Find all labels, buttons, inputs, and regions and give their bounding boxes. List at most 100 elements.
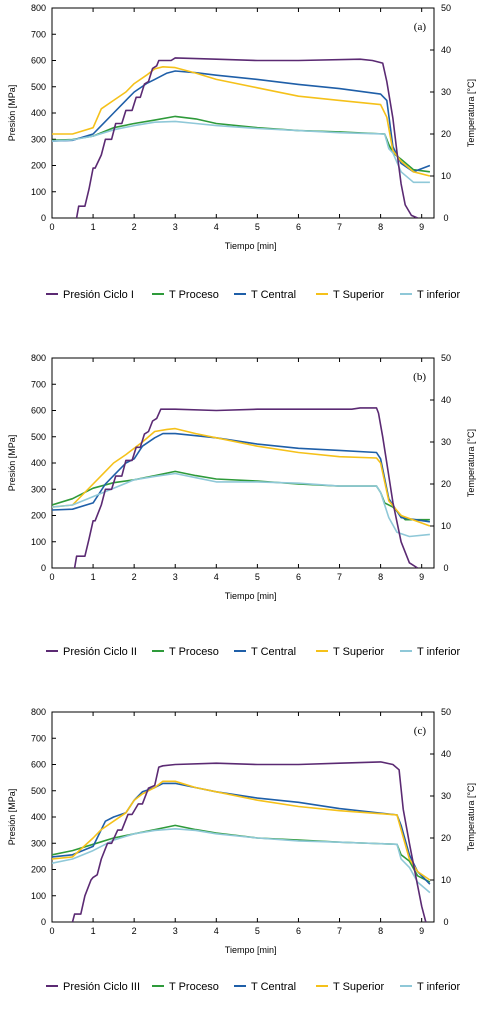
series-line-t_proceso	[52, 824, 431, 883]
x-tick-label: 9	[419, 222, 424, 232]
y2-axis-label: Temperatura [°C]	[466, 79, 476, 147]
y2-tick-label: 30	[441, 437, 451, 447]
legend: Presión Ciclo II T Proceso T Central T Supe…	[46, 646, 461, 658]
x-tick-label: 8	[378, 572, 383, 582]
y2-tick-label: 20	[441, 833, 451, 843]
legend-label-presion: Presión Ciclo I	[63, 289, 134, 301]
y2-tick-label: 40	[441, 395, 451, 405]
y2-tick-label: 30	[441, 791, 451, 801]
legend-label-t_superior: T Superior	[333, 646, 384, 658]
legend: Presión Ciclo I T Proceso T Central T Super…	[46, 289, 461, 301]
panel-label: (b)	[413, 371, 426, 383]
legend-label-t_central: T Central	[251, 289, 296, 301]
x-tick-label: 3	[173, 926, 178, 936]
y-tick-label: 200	[31, 161, 46, 171]
y2-axis-label: Temperatura [°C]	[466, 429, 476, 497]
series-line-t_superior	[52, 780, 431, 881]
y-tick-label: 700	[31, 379, 46, 389]
y-tick-label: 100	[31, 187, 46, 197]
y-tick-label: 0	[41, 213, 46, 223]
y2-tick-label: 0	[443, 213, 448, 223]
legend-label-t_central: T Central	[251, 646, 296, 658]
x-tick-label: 3	[173, 222, 178, 232]
legend-label-presion: Presión Ciclo III	[63, 981, 140, 993]
y2-tick-label: 0	[443, 563, 448, 573]
y2-tick-label: 0	[443, 917, 448, 927]
legend-label-t_proceso: T Proceso	[169, 981, 219, 993]
y-tick-label: 800	[31, 707, 46, 717]
x-tick-label: 7	[337, 222, 342, 232]
y-tick-label: 400	[31, 108, 46, 118]
x-tick-label: 9	[419, 926, 424, 936]
legend-label-t_inferior: T inferior	[417, 289, 461, 301]
y-tick-label: 400	[31, 812, 46, 822]
x-axis-label: Tiempo [min]	[225, 591, 277, 601]
series-line-presion	[71, 761, 427, 922]
x-tick-label: 2	[132, 572, 137, 582]
y-tick-label: 800	[31, 353, 46, 363]
y-tick-label: 600	[31, 56, 46, 66]
y-tick-label: 0	[41, 563, 46, 573]
y2-tick-label: 30	[441, 87, 451, 97]
series-line-t_inferior	[52, 828, 431, 894]
chart-panel-1: 0 1 2 3 4 5 6 7 8 9 0 100 200 300 400 500 600 700 800 0 10 20…	[7, 3, 476, 301]
y2-tick-label: 40	[441, 749, 451, 759]
x-tick-label: 4	[214, 572, 219, 582]
y-tick-label: 300	[31, 484, 46, 494]
y-tick-label: 100	[31, 891, 46, 901]
y-tick-label: 500	[31, 432, 46, 442]
y2-tick-label: 50	[441, 707, 451, 717]
series-line-presion	[73, 407, 419, 568]
series-line-t_central	[52, 432, 431, 523]
plot-frame	[51, 7, 435, 219]
y-axis-label: Presión [MPa]	[7, 789, 17, 846]
y-tick-label: 600	[31, 406, 46, 416]
x-tick-label: 5	[255, 222, 260, 232]
x-axis-label: Tiempo [min]	[225, 945, 277, 955]
x-tick-label: 8	[378, 222, 383, 232]
y2-tick-label: 50	[441, 3, 451, 13]
y-tick-label: 700	[31, 733, 46, 743]
x-tick-label: 0	[49, 926, 54, 936]
y-tick-label: 300	[31, 134, 46, 144]
series-line-t_proceso	[52, 115, 431, 173]
legend-label-presion: Presión Ciclo II	[63, 646, 137, 658]
y-tick-label: 100	[31, 537, 46, 547]
y2-tick-label: 20	[441, 479, 451, 489]
y2-tick-label: 10	[441, 171, 451, 181]
x-tick-label: 4	[214, 222, 219, 232]
y-tick-label: 200	[31, 865, 46, 875]
panel-label: (c)	[414, 725, 427, 737]
legend-label-t_inferior: T inferior	[417, 981, 461, 993]
series-line-t_inferior	[52, 120, 430, 184]
series-line-t_superior	[52, 66, 431, 177]
y-tick-label: 300	[31, 838, 46, 848]
x-tick-label: 1	[91, 222, 96, 232]
series-line-t_superior	[52, 427, 431, 527]
plot-frame	[51, 711, 435, 923]
x-tick-label: 3	[173, 572, 178, 582]
x-tick-label: 6	[296, 572, 301, 582]
y2-tick-label: 40	[441, 45, 451, 55]
legend-label-t_proceso: T Proceso	[169, 646, 219, 658]
series-line-t_inferior	[52, 472, 430, 538]
y-axis-label: Presión [MPa]	[7, 435, 17, 492]
plot-frame	[51, 357, 435, 569]
y-tick-label: 700	[31, 29, 46, 39]
y-tick-label: 800	[31, 3, 46, 13]
series-line-presion	[75, 57, 418, 218]
y-tick-label: 400	[31, 458, 46, 468]
legend-label-t_proceso: T Proceso	[169, 289, 219, 301]
series-line-t_central	[52, 70, 431, 173]
x-tick-label: 7	[337, 926, 342, 936]
series-line-t_central	[52, 782, 431, 885]
x-tick-label: 1	[91, 572, 96, 582]
y-tick-label: 0	[41, 917, 46, 927]
x-tick-label: 8	[378, 926, 383, 936]
y2-axis-label: Temperatura [°C]	[466, 783, 476, 851]
legend-label-t_superior: T Superior	[333, 289, 384, 301]
chart-panel-3: 0 1 2 3 4 5 6 7 8 9 0 100 200 300 400 500 600 700 800 0 10 20…	[7, 707, 476, 993]
x-tick-label: 6	[296, 926, 301, 936]
y-tick-label: 500	[31, 786, 46, 796]
x-tick-label: 5	[255, 926, 260, 936]
